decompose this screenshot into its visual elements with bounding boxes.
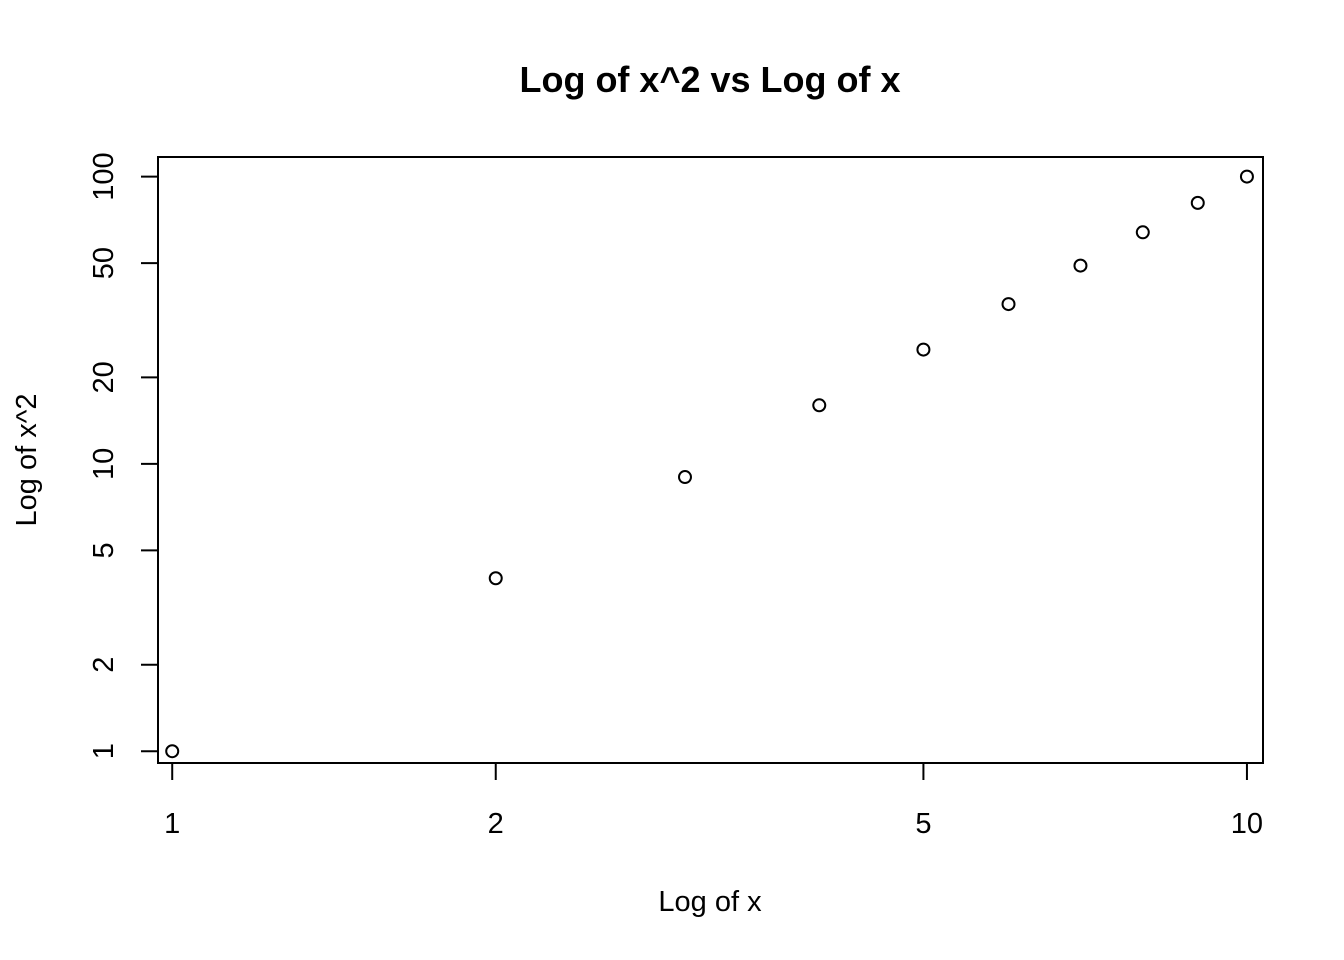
y-tick-label: 100 xyxy=(88,152,120,200)
x-tick-label: 10 xyxy=(1231,808,1263,840)
data-point xyxy=(916,342,931,357)
x-axis-label: Log of x xyxy=(658,886,762,918)
y-tick-label: 5 xyxy=(88,542,120,558)
x-tick-label: 5 xyxy=(915,808,931,840)
y-tick-label: 10 xyxy=(88,448,120,480)
plot-frame xyxy=(157,156,1264,764)
data-point xyxy=(677,470,692,485)
y-tick-label: 1 xyxy=(88,743,120,759)
y-axis-label: Log of x^2 xyxy=(11,394,43,527)
y-tick-label: 50 xyxy=(88,247,120,279)
y-tick-label: 2 xyxy=(88,657,120,673)
data-point xyxy=(165,744,180,759)
x-axis: 1 2 5 10 xyxy=(164,763,1263,840)
data-point xyxy=(488,571,503,586)
x-tick-label: 2 xyxy=(488,808,504,840)
y-axis: 1 2 5 10 20 50 100 xyxy=(88,152,158,759)
data-point xyxy=(1190,195,1205,210)
y-tick-label: 20 xyxy=(88,361,120,393)
data-point xyxy=(1239,169,1254,184)
chart-title: Log of x^2 vs Log of x xyxy=(519,59,900,100)
data-point xyxy=(812,398,827,413)
data-point xyxy=(1001,297,1016,312)
data-points xyxy=(165,169,1254,759)
data-point xyxy=(1073,258,1088,273)
data-point xyxy=(1135,225,1150,240)
x-tick-label: 1 xyxy=(164,808,180,840)
